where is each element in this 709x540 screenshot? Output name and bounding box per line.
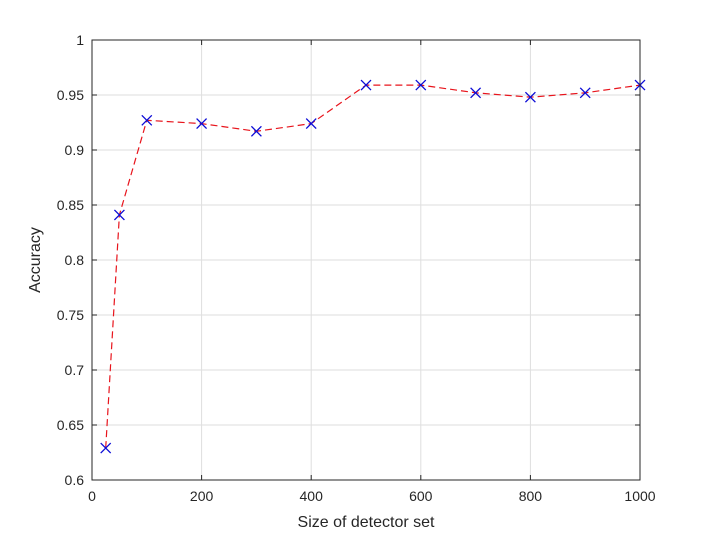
data-point-marker bbox=[250, 125, 262, 137]
data-point-marker bbox=[470, 87, 482, 99]
series-line bbox=[105, 84, 641, 449]
grid bbox=[92, 40, 640, 480]
ticks: 0 200 400 600 800 1000 0.6 0.65 0.7 0.75 0.8 0.85 0.… bbox=[57, 32, 656, 504]
x-tick-label: 200 bbox=[190, 488, 214, 504]
data-point-marker bbox=[360, 79, 372, 91]
y-axis-label: Accuracy bbox=[27, 227, 44, 293]
x-tick-label: 800 bbox=[519, 488, 543, 504]
x-tick-label: 400 bbox=[300, 488, 324, 504]
data-point-marker bbox=[579, 87, 591, 99]
y-tick-label: 0.75 bbox=[57, 307, 84, 323]
y-tick-label: 0.8 bbox=[65, 252, 85, 268]
data-point-marker bbox=[141, 114, 153, 126]
data-point-marker bbox=[415, 79, 427, 91]
y-tick-label: 0.6 bbox=[65, 472, 85, 488]
y-tick-label: 0.65 bbox=[57, 417, 84, 433]
data-point-marker bbox=[100, 442, 112, 454]
x-tick-label: 1000 bbox=[624, 488, 655, 504]
y-tick-label: 0.9 bbox=[65, 142, 85, 158]
data-point-marker bbox=[113, 209, 125, 221]
data-point-marker bbox=[524, 91, 536, 103]
y-tick-label: 0.95 bbox=[57, 87, 84, 103]
data-point-marker bbox=[196, 118, 208, 130]
x-tick-label: 0 bbox=[88, 488, 96, 504]
y-tick-label: 1 bbox=[76, 32, 84, 48]
y-tick-label: 0.85 bbox=[57, 197, 84, 213]
x-axis-label: Size of detector set bbox=[298, 514, 436, 531]
x-tick-label: 600 bbox=[409, 488, 433, 504]
y-tick-label: 0.7 bbox=[65, 362, 85, 378]
data-point-marker bbox=[305, 118, 317, 130]
series-layer bbox=[100, 79, 646, 454]
